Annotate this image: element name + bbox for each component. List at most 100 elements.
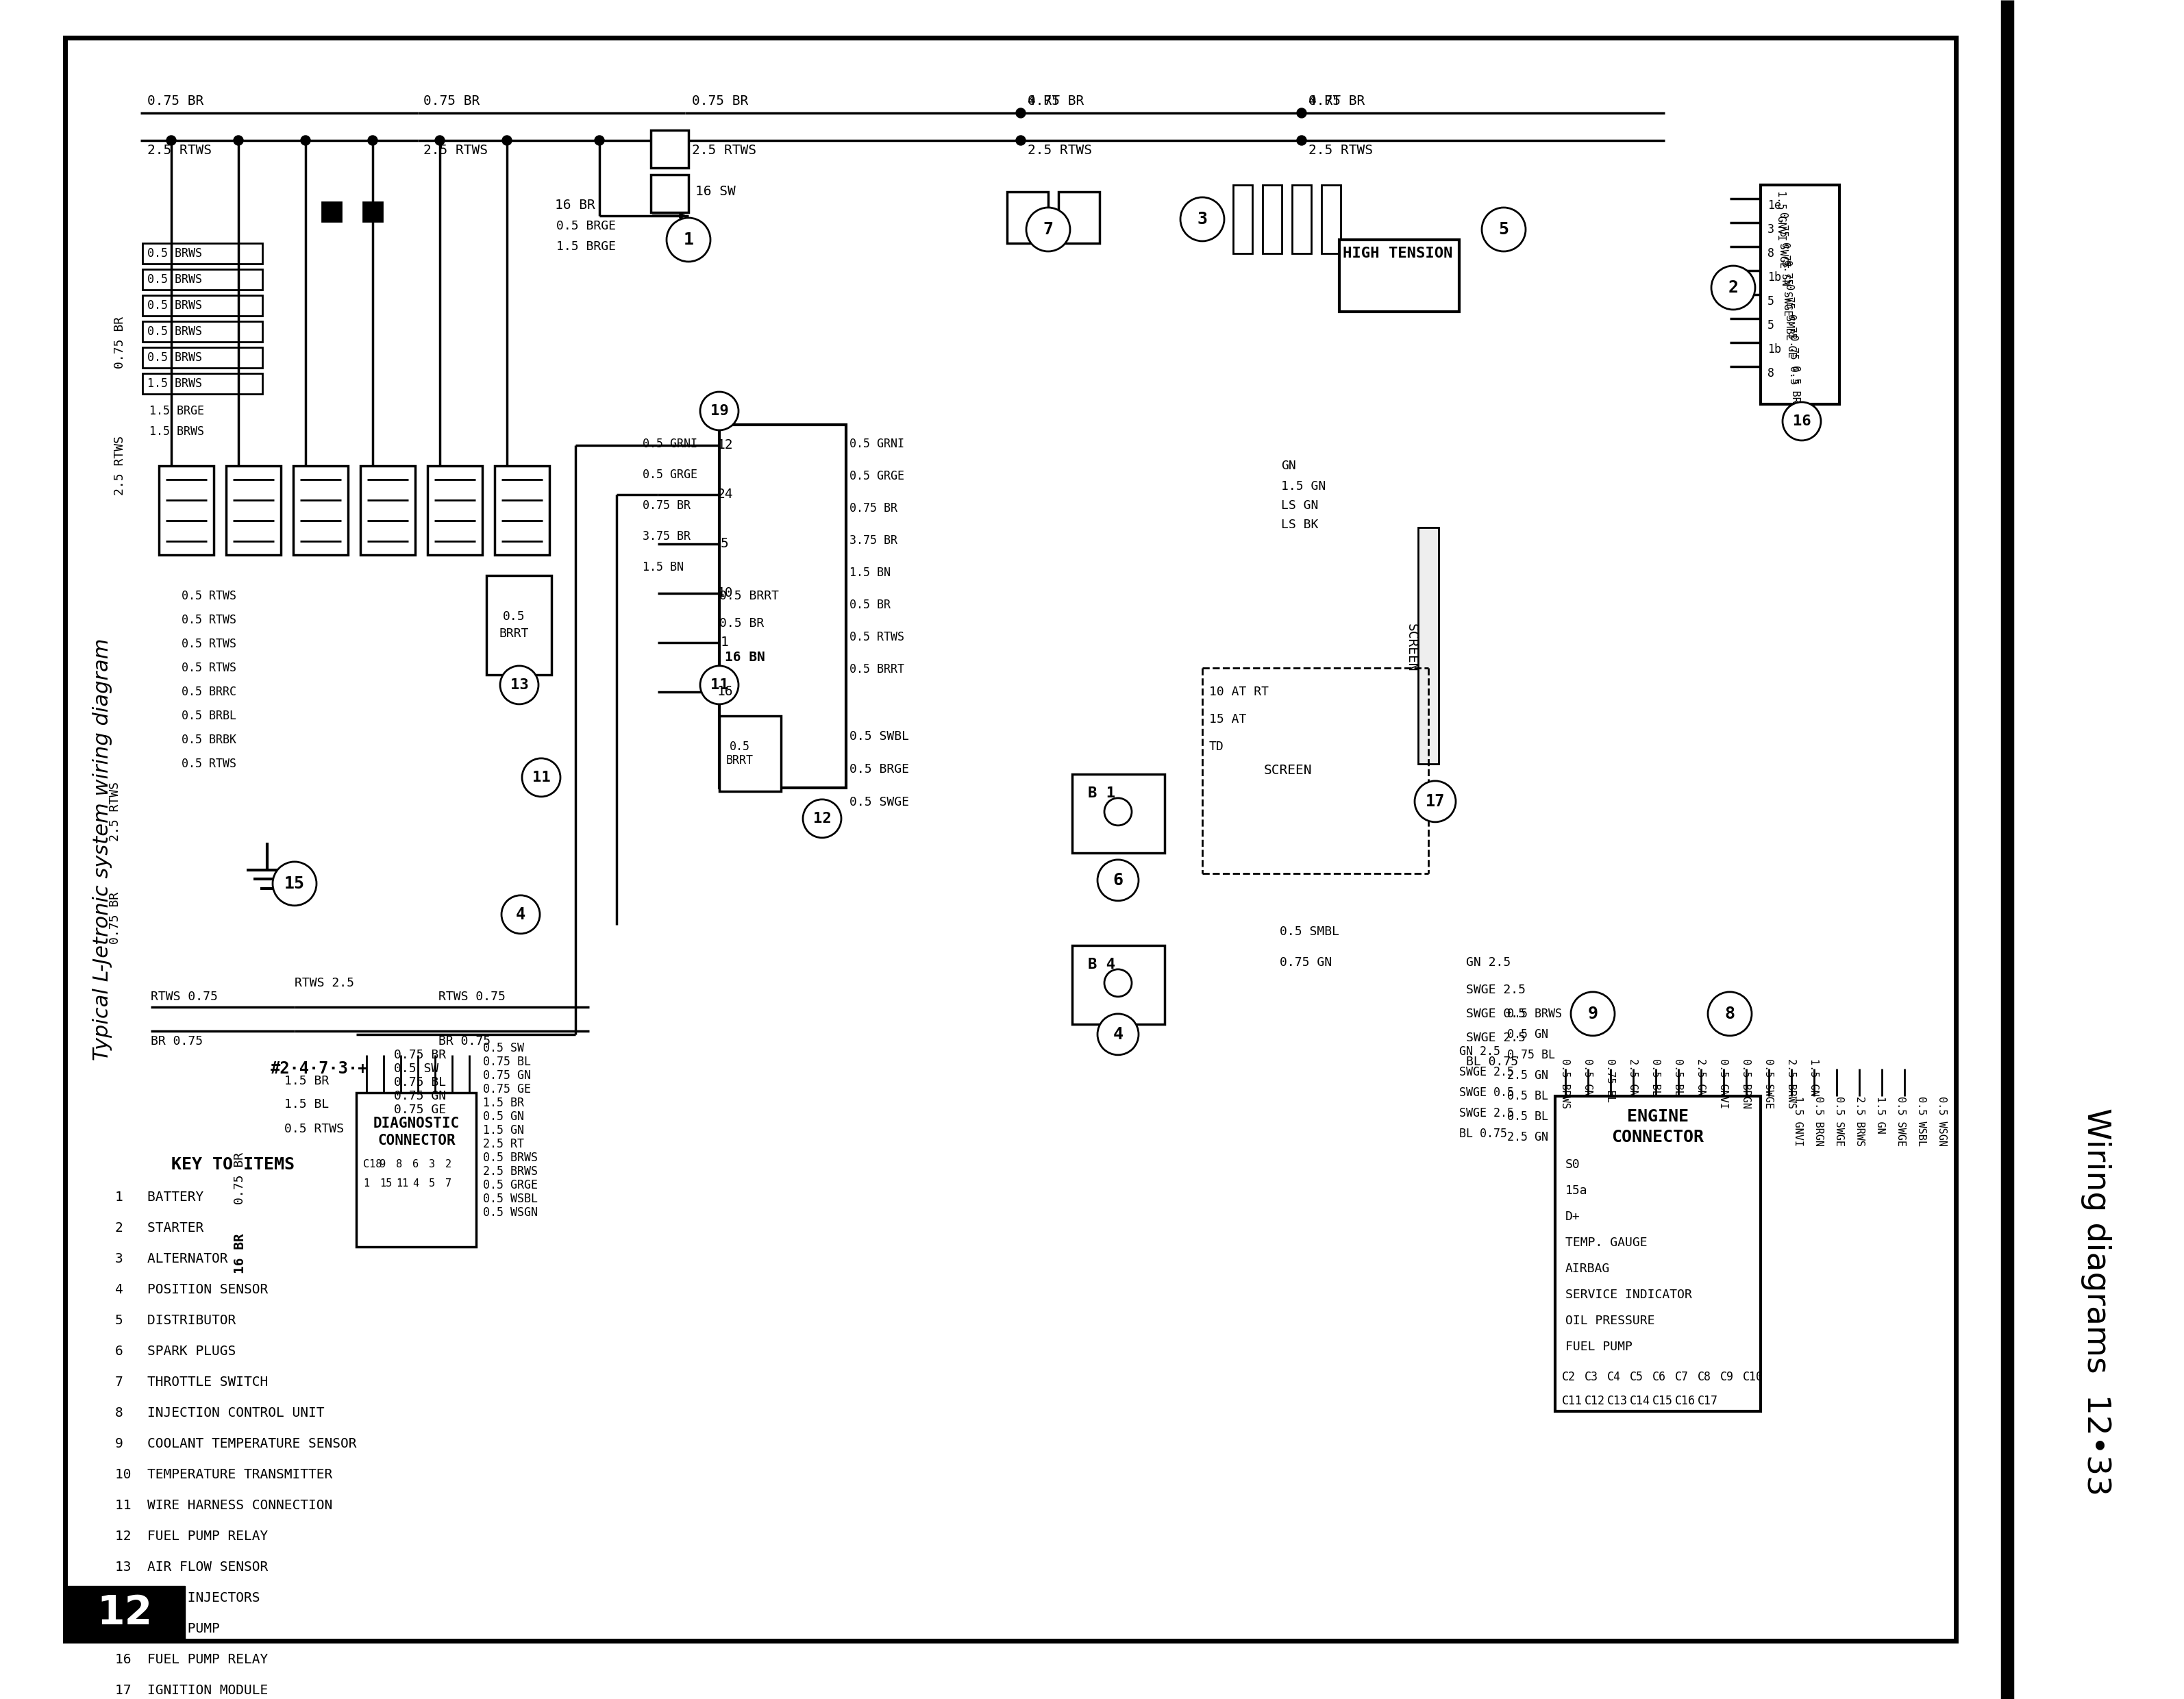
- Text: CONNECTOR: CONNECTOR: [378, 1133, 456, 1147]
- Text: HIGH TENSION: HIGH TENSION: [1343, 246, 1452, 260]
- Text: SWGE 0.5: SWGE 0.5: [1465, 1008, 1527, 1019]
- Text: 1.5 BRGE: 1.5 BRGE: [557, 241, 616, 253]
- Circle shape: [1297, 109, 1306, 117]
- Circle shape: [1026, 207, 1070, 251]
- Text: 0.75 GN: 0.75 GN: [1280, 957, 1332, 968]
- Text: C2: C2: [1562, 1371, 1575, 1383]
- Text: 24: 24: [716, 488, 734, 501]
- Text: 2.5 RTWS: 2.5 RTWS: [1029, 144, 1092, 158]
- Text: FUEL PUMP: FUEL PUMP: [1566, 1341, 1631, 1352]
- Text: 8: 8: [395, 1159, 402, 1169]
- Bar: [356, 1092, 476, 1247]
- Circle shape: [367, 136, 378, 144]
- Text: 1.5 BN: 1.5 BN: [642, 561, 684, 573]
- Text: 0.75 BR: 0.75 BR: [114, 316, 127, 369]
- Text: C13: C13: [1607, 1395, 1627, 1407]
- Text: 9: 9: [1588, 1006, 1599, 1023]
- Circle shape: [1099, 860, 1138, 900]
- Text: 0.5 SMBL: 0.5 SMBL: [1280, 926, 1339, 938]
- Text: 0.75 BL: 0.75 BL: [1605, 1058, 1616, 1103]
- Text: 0.5 GN: 0.5 GN: [1583, 1058, 1592, 1096]
- Text: 3: 3: [1197, 211, 1208, 228]
- Bar: [1262, 185, 1282, 253]
- Text: 1: 1: [363, 1179, 369, 1189]
- Text: 0.75 BR: 0.75 BR: [1029, 95, 1083, 109]
- Text: 2.5 BRWS: 2.5 BRWS: [483, 1166, 537, 1177]
- Bar: [66, 37, 1957, 1641]
- Text: 0.5 SW: 0.5 SW: [483, 1041, 524, 1053]
- Text: 2.5 GN: 2.5 GN: [1507, 1069, 1548, 1082]
- Text: 1.5 BR: 1.5 BR: [284, 1075, 330, 1087]
- Text: 15: 15: [284, 875, 306, 892]
- Bar: [142, 347, 262, 369]
- Text: 1   BATTERY: 1 BATTERY: [116, 1191, 203, 1205]
- Text: B 4: B 4: [1088, 958, 1116, 972]
- Text: 1.5 BRGE: 1.5 BRGE: [149, 404, 203, 418]
- Text: 15 AT: 15 AT: [1210, 714, 1247, 725]
- Circle shape: [273, 861, 317, 906]
- Text: BL 0.75: BL 0.75: [1459, 1128, 1507, 1140]
- Circle shape: [1570, 992, 1614, 1036]
- Text: 0.5 WSGN: 0.5 WSGN: [1937, 1096, 1948, 1147]
- Circle shape: [1708, 992, 1752, 1036]
- Text: SWGE 2.5: SWGE 2.5: [1459, 1065, 1514, 1079]
- Bar: [159, 466, 214, 556]
- Bar: [1072, 945, 1164, 1024]
- Text: 2.5 RTWS: 2.5 RTWS: [146, 144, 212, 158]
- Text: 0.75 BR: 0.75 BR: [850, 503, 898, 515]
- Text: GN 2.5: GN 2.5: [1465, 957, 1511, 968]
- Text: 0.5 BL: 0.5 BL: [1651, 1058, 1662, 1096]
- Text: 16: 16: [1793, 415, 1811, 428]
- Text: 0.75 BR: 0.75 BR: [393, 1048, 446, 1062]
- Text: 0.75 BR: 0.75 BR: [234, 1152, 247, 1205]
- Text: 1.5 BRWS: 1.5 BRWS: [149, 425, 203, 438]
- Text: 11: 11: [533, 771, 550, 785]
- Circle shape: [1415, 782, 1457, 822]
- Text: 5: 5: [1767, 296, 1773, 308]
- Text: 1.5 BR: 1.5 BR: [483, 1096, 524, 1109]
- Text: C11: C11: [1562, 1395, 1583, 1407]
- Bar: [66, 1585, 186, 1641]
- Text: 1e: 1e: [1767, 199, 1782, 212]
- Text: 0.75 BR: 0.75 BR: [692, 95, 749, 109]
- Text: 8: 8: [1725, 1006, 1734, 1023]
- Text: C10: C10: [1743, 1371, 1762, 1383]
- Text: 8: 8: [1767, 248, 1773, 260]
- Circle shape: [1099, 1014, 1138, 1055]
- Text: 2.5 BRWS: 2.5 BRWS: [1854, 1096, 1865, 1147]
- Text: 0.5 BRWS: 0.5 BRWS: [146, 299, 203, 311]
- Text: 0.5 SWGE: 0.5 SWGE: [1835, 1096, 1845, 1147]
- Text: C6: C6: [1653, 1371, 1666, 1383]
- Text: C18: C18: [363, 1159, 382, 1169]
- Text: 7: 7: [446, 1179, 452, 1189]
- Text: 12: 12: [96, 1594, 153, 1633]
- Text: 0.75 BR: 0.75 BR: [424, 95, 480, 109]
- Bar: [1072, 775, 1164, 853]
- Bar: [1234, 185, 1251, 253]
- Text: 6   SPARK PLUGS: 6 SPARK PLUGS: [116, 1346, 236, 1358]
- Text: 16 BR: 16 BR: [234, 1233, 247, 1274]
- Text: 0.75 BR: 0.75 BR: [642, 500, 690, 511]
- Text: BR 0.75: BR 0.75: [439, 1035, 491, 1047]
- Text: 17: 17: [1426, 793, 1446, 810]
- Circle shape: [500, 666, 539, 703]
- Text: 9   COOLANT TEMPERATURE SENSOR: 9 COOLANT TEMPERATURE SENSOR: [116, 1437, 356, 1451]
- Text: 2.5 GN: 2.5 GN: [1507, 1132, 1548, 1143]
- Text: 15a: 15a: [1566, 1184, 1588, 1196]
- Text: 0.5 RTWS: 0.5 RTWS: [850, 630, 904, 644]
- Text: SCREEN: SCREEN: [1404, 624, 1417, 671]
- Bar: [719, 715, 782, 792]
- Text: C5: C5: [1629, 1371, 1645, 1383]
- Text: 2: 2: [446, 1159, 452, 1169]
- Text: 2.5 RTWS: 2.5 RTWS: [692, 144, 756, 158]
- Text: 0.5 WSBL: 0.5 WSBL: [483, 1193, 537, 1205]
- Text: 0.75 BR: 0.75 BR: [109, 892, 122, 945]
- Text: BL 0.75: BL 0.75: [1465, 1055, 1518, 1069]
- Text: 0.5 BL: 0.5 BL: [1507, 1089, 1548, 1103]
- Text: C15: C15: [1653, 1395, 1673, 1407]
- Text: 11: 11: [710, 678, 729, 691]
- Text: 17  IGNITION MODULE: 17 IGNITION MODULE: [116, 1684, 269, 1697]
- Text: C7: C7: [1675, 1371, 1688, 1383]
- Text: OIL PRESSURE: OIL PRESSURE: [1566, 1315, 1655, 1327]
- Text: C12: C12: [1586, 1395, 1605, 1407]
